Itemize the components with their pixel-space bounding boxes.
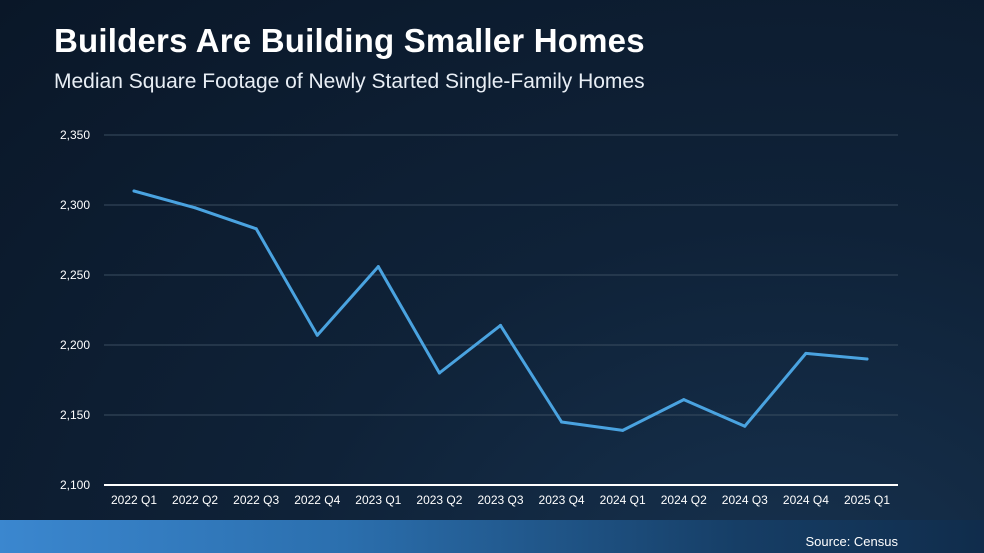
gridlines bbox=[104, 134, 898, 416]
data-point bbox=[621, 428, 625, 432]
y-axis-ticks: 2,100 2,150 2,200 2,250 2,300 2,350 bbox=[60, 128, 90, 492]
x-tick-label: 2023 Q2 bbox=[416, 493, 462, 507]
x-tick-label: 2022 Q2 bbox=[172, 493, 218, 507]
x-tick-label: 2023 Q3 bbox=[477, 493, 523, 507]
x-tick-label: 2025 Q1 bbox=[844, 493, 890, 507]
data-point bbox=[865, 357, 869, 361]
data-point bbox=[132, 189, 136, 193]
data-point bbox=[804, 351, 808, 355]
series-line bbox=[132, 189, 869, 432]
x-tick-label: 2023 Q1 bbox=[355, 493, 401, 507]
x-tick-label: 2024 Q1 bbox=[600, 493, 646, 507]
y-tick-label: 2,300 bbox=[60, 198, 90, 212]
x-tick-label: 2022 Q3 bbox=[233, 493, 279, 507]
y-tick-label: 2,200 bbox=[60, 338, 90, 352]
data-point bbox=[315, 333, 319, 337]
y-tick-label: 2,100 bbox=[60, 478, 90, 492]
x-tick-label: 2024 Q2 bbox=[661, 493, 707, 507]
footer-bar bbox=[0, 520, 984, 553]
x-tick-label: 2024 Q3 bbox=[722, 493, 768, 507]
x-axis-ticks: 2022 Q1 2022 Q2 2022 Q3 2022 Q4 2023 Q1 2023 … bbox=[111, 493, 890, 507]
y-tick-label: 2,150 bbox=[60, 408, 90, 422]
y-tick-label: 2,350 bbox=[60, 128, 90, 142]
x-tick-label: 2024 Q4 bbox=[783, 493, 829, 507]
y-tick-label: 2,250 bbox=[60, 268, 90, 282]
data-point bbox=[437, 371, 441, 375]
data-point bbox=[254, 227, 258, 231]
data-point bbox=[499, 323, 502, 327]
x-tick-label: 2023 Q4 bbox=[539, 493, 585, 507]
x-tick-label: 2022 Q4 bbox=[294, 493, 340, 507]
data-point bbox=[193, 206, 197, 210]
series-layer bbox=[132, 189, 869, 432]
data-point bbox=[682, 398, 686, 402]
chart-title: Builders Are Building Smaller Homes bbox=[54, 22, 645, 59]
chart-subtitle: Median Square Footage of Newly Started S… bbox=[54, 70, 645, 93]
data-point bbox=[743, 424, 747, 428]
data-point bbox=[376, 265, 380, 269]
data-point bbox=[560, 420, 564, 424]
source-note: Source: Census bbox=[805, 534, 899, 549]
x-tick-label: 2022 Q1 bbox=[111, 493, 157, 507]
